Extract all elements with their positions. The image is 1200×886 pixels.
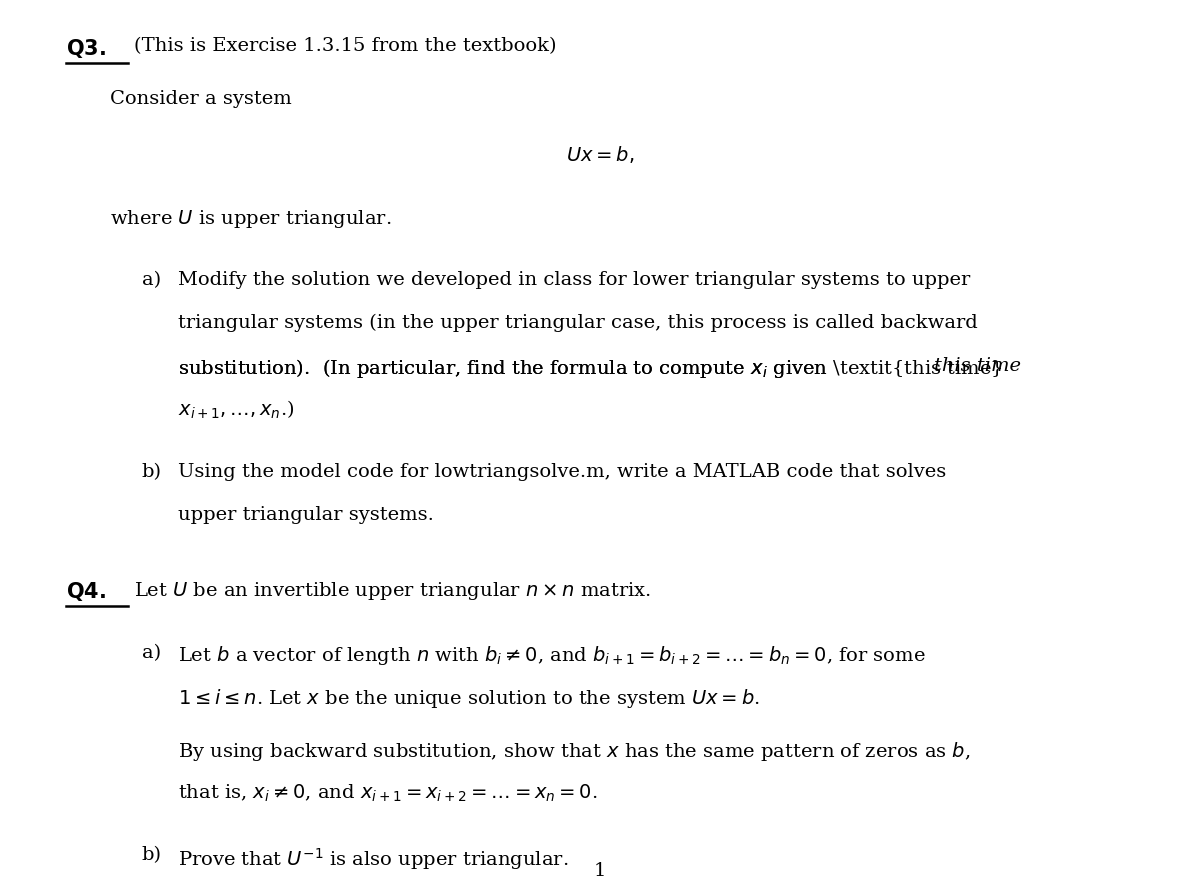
Text: this time: this time xyxy=(934,356,1020,374)
Text: a): a) xyxy=(142,271,161,289)
Text: where $U$ is upper triangular.: where $U$ is upper triangular. xyxy=(110,207,392,229)
Text: substitution).  (In particular, find the formula to compute $x_i$ given \textit{: substitution). (In particular, find the … xyxy=(178,356,1002,379)
Text: Using the model code for lowtriangsolve.m, write a MATLAB code that solves: Using the model code for lowtriangsolve.… xyxy=(178,462,946,480)
Text: Let $U$ be an invertible upper triangular $n \times n$ matrix.: Let $U$ be an invertible upper triangula… xyxy=(134,579,652,602)
Text: substitution).  (In particular, find the formula to compute $x_i$ given: substitution). (In particular, find the … xyxy=(178,356,828,379)
Text: upper triangular systems.: upper triangular systems. xyxy=(178,505,433,523)
Text: By using backward substitution, show that $x$ has the same pattern of zeros as $: By using backward substitution, show tha… xyxy=(178,739,970,762)
Text: Let $b$ a vector of length $n$ with $b_i \neq 0$, and $b_{i+1} = b_{i+2} = \ldot: Let $b$ a vector of length $n$ with $b_i… xyxy=(178,643,925,666)
Text: $\mathbf{Q3.}$: $\mathbf{Q3.}$ xyxy=(66,37,106,60)
Text: $x_{i+1}, \ldots, x_n$.): $x_{i+1}, \ldots, x_n$.) xyxy=(178,399,294,421)
Text: that is, $x_i \neq 0$, and $x_{i+1} = x_{i+2} = \ldots = x_n = 0$.: that is, $x_i \neq 0$, and $x_{i+1} = x_… xyxy=(178,781,598,803)
Text: b): b) xyxy=(142,845,162,863)
Text: a): a) xyxy=(142,643,161,661)
Text: (This is Exercise 1.3.15 from the textbook): (This is Exercise 1.3.15 from the textbo… xyxy=(134,37,557,55)
Text: triangular systems (in the upper triangular case, this process is called backwar: triangular systems (in the upper triangu… xyxy=(178,314,977,332)
Text: Prove that $U^{-1}$ is also upper triangular.: Prove that $U^{-1}$ is also upper triang… xyxy=(178,845,568,871)
Text: $1 \leq i \leq n$. Let $x$ be the unique solution to the system $Ux = b$.: $1 \leq i \leq n$. Let $x$ be the unique… xyxy=(178,686,760,709)
Text: $Ux = b,$: $Ux = b,$ xyxy=(566,144,634,165)
Text: $\mathbf{Q4.}$: $\mathbf{Q4.}$ xyxy=(66,579,106,602)
Text: 1: 1 xyxy=(594,861,606,879)
Text: Consider a system: Consider a system xyxy=(110,90,292,108)
Text: Modify the solution we developed in class for lower triangular systems to upper: Modify the solution we developed in clas… xyxy=(178,271,970,289)
Text: b): b) xyxy=(142,462,162,480)
